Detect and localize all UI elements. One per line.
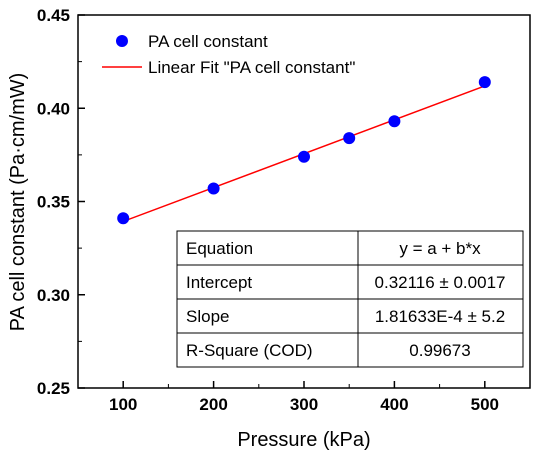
x-axis-ticks: 100 200 300 400 500 [109,381,499,414]
y-tick-label: 0.35 [37,193,70,212]
fit-table-label-rsquare: R-Square (COD) [186,341,313,360]
y-tick-label: 0.45 [37,6,70,25]
fit-table-value-slope: 1.81633E-4 ± 5.2 [375,307,505,326]
legend: PA cell constant Linear Fit "PA cell con… [102,32,355,77]
y-tick-label: 0.30 [37,286,70,305]
fit-table-label-slope: Slope [186,307,229,326]
x-tick-label: 300 [290,395,318,414]
fit-table-value-rsquare: 0.99673 [409,341,470,360]
data-point [298,150,310,163]
fit-table-label-intercept: Intercept [186,273,252,292]
data-point [388,115,401,128]
x-tick-label: 100 [109,395,137,414]
y-axis-title: PA cell constant (Pa·cm/mW) [7,73,29,332]
x-tick-label: 200 [199,395,227,414]
y-tick-label: 0.25 [37,379,70,398]
fit-table-value-equation: y = a + b*x [399,239,481,258]
data-point [117,212,130,225]
data-point [478,76,491,89]
data-point [343,132,356,145]
fit-table: Equation y = a + b*x Intercept 0.32116 ±… [176,230,524,368]
legend-label-points: PA cell constant [148,32,268,51]
legend-label-fit: Linear Fit "PA cell constant" [148,58,355,77]
x-tick-label: 400 [380,395,408,414]
fit-table-value-intercept: 0.32116 ± 0.0017 [375,273,506,292]
series-layer [117,76,491,225]
x-axis-title: Pressure (kPa) [237,429,370,451]
fit-table-label-equation: Equation [186,239,253,258]
legend-marker-points [116,35,128,47]
x-tick-label: 500 [471,395,499,414]
data-point [207,182,220,195]
y-axis-ticks: 0.25 0.30 0.35 0.40 0.45 [37,6,85,398]
y-tick-label: 0.40 [37,99,70,118]
